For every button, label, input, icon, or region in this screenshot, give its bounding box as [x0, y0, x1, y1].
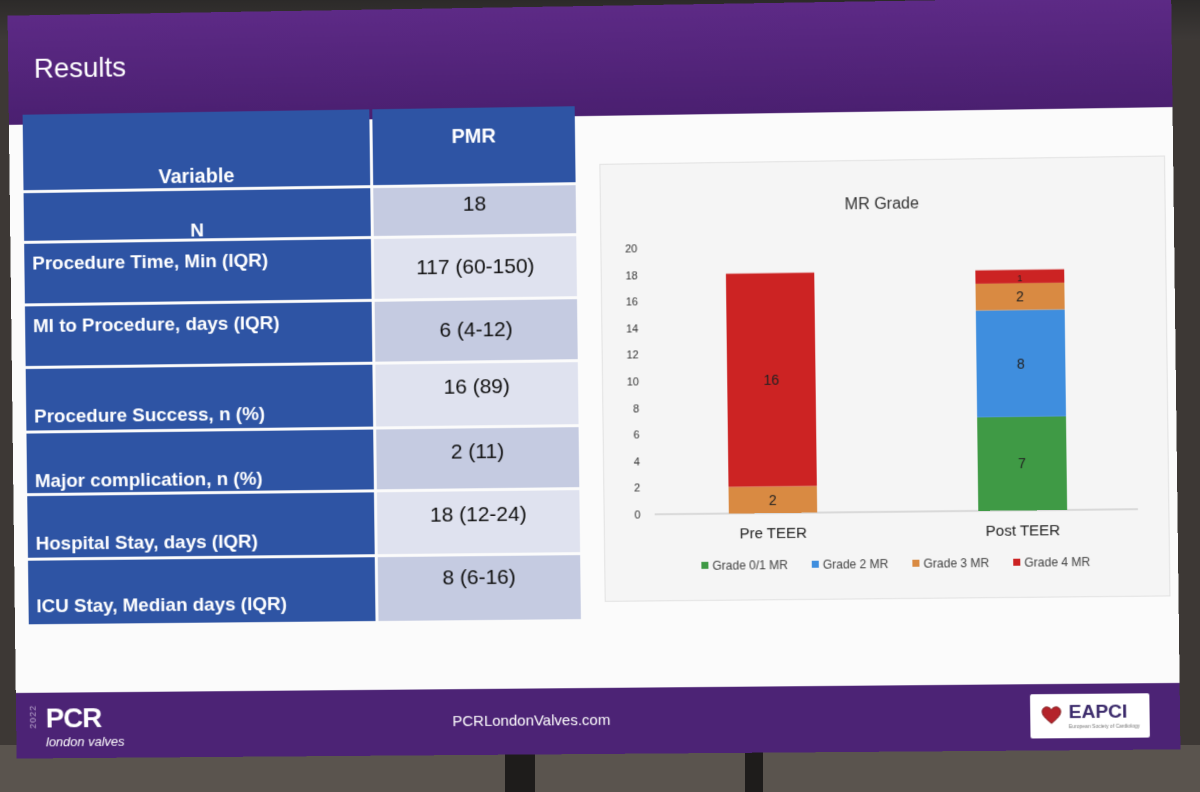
y-tick-label: 8: [633, 403, 639, 415]
pmr-value-cell: 6 (4-12): [375, 299, 578, 362]
pmr-header-cell: PMR: [372, 106, 575, 185]
variable-label: MI to Procedure, days (IQR): [33, 313, 280, 338]
variable-label: Hospital Stay, days (IQR): [36, 531, 258, 555]
legend-swatch: [1013, 559, 1020, 566]
variable-cell: MI to Procedure, days (IQR): [25, 302, 372, 366]
pmr-header-label: PMR: [372, 124, 575, 150]
pmr-value: 18: [373, 191, 576, 218]
variable-cell: Major complication, n (%): [26, 430, 373, 494]
table-row: Procedure Time, Min (IQR) 117 (60-150): [24, 236, 577, 303]
table-row: N 18: [24, 185, 577, 241]
variable-cell: Procedure Success, n (%): [26, 365, 373, 431]
y-tick-label: 10: [627, 376, 639, 388]
y-tick-label: 0: [634, 509, 640, 521]
eapci-logo: EAPCI European Society of Cardiology: [1030, 693, 1150, 738]
mr-grade-chart-svg: MR Grade 0 2 4 6 8 10 12 14 16 18 20 2 16 Pre TEER 7 8 2 1…: [600, 157, 1169, 601]
table-header-row: Variable PMR: [23, 106, 576, 190]
eapci-logo-subtext: European Society of Cardiology: [1069, 724, 1140, 731]
chart-title: MR Grade: [845, 195, 920, 213]
legend-swatch: [912, 560, 919, 567]
pmr-value: 18 (12-24): [377, 502, 580, 528]
table-row: Major complication, n (%) 2 (11): [26, 427, 579, 493]
legend-entry: Grade 2 MR: [823, 557, 889, 572]
y-tick-label: 6: [634, 430, 640, 442]
legend-swatch: [701, 562, 708, 569]
bar-data-label: 8: [1017, 355, 1025, 371]
table-row: MI to Procedure, days (IQR) 6 (4-12): [25, 299, 578, 366]
legend-entry: Grade 4 MR: [1024, 555, 1090, 570]
y-tick-label: 20: [625, 243, 637, 255]
variable-label: Procedure Time, Min (IQR): [32, 250, 268, 275]
pmr-value-cell: 2 (11): [376, 427, 579, 489]
x-category-label: Post TEER: [986, 522, 1061, 540]
x-category-label: Pre TEER: [739, 525, 807, 543]
legend-entry: Grade 0/1 MR: [712, 558, 788, 573]
heart-icon: [1040, 704, 1063, 726]
y-tick-label: 12: [626, 350, 638, 362]
footer-website: PCRLondonValves.com: [452, 712, 610, 730]
y-tick-label: 16: [626, 297, 638, 309]
variable-label: Procedure Success, n (%): [34, 404, 265, 429]
bar-data-label: 7: [1018, 455, 1026, 471]
variable-cell: N: [24, 188, 371, 241]
pcr-logo: PCR: [46, 702, 102, 734]
slide-footer: 2022 PCR london valves PCRLondonValves.c…: [16, 683, 1181, 759]
variable-cell: ICU Stay, Median days (IQR): [28, 557, 376, 624]
y-tick-label: 18: [625, 270, 637, 282]
pmr-value: 16 (89): [376, 374, 579, 400]
y-tick-label: 2: [634, 483, 640, 495]
pmr-value-cell: 8 (6-16): [378, 555, 581, 621]
pmr-value: 6 (4-12): [375, 317, 578, 344]
table-row: Procedure Success, n (%) 16 (89): [26, 362, 579, 430]
table-row: ICU Stay, Median days (IQR) 8 (6-16): [28, 555, 581, 624]
variable-label: Major complication, n (%): [35, 469, 263, 493]
eapci-logo-text: EAPCI: [1068, 701, 1127, 724]
bar-data-label: 16: [763, 372, 779, 388]
bar-data-label: 2: [1016, 288, 1024, 304]
variable-header-cell: Variable: [23, 109, 371, 190]
pmr-value: 8 (6-16): [378, 565, 581, 591]
pmr-value-cell: 18 (12-24): [377, 490, 580, 554]
pmr-value-cell: 18: [373, 185, 576, 236]
results-table: Variable PMR N 18 Procedure Time, Min (IQR) 1…: [23, 106, 581, 627]
pmr-value-cell: 117 (60-150): [374, 236, 577, 299]
slide-header: Results: [8, 0, 1173, 125]
pmr-value: 117 (60-150): [374, 254, 577, 281]
presentation-slide: Results Variable PMR N 18 Procedure Time, Mi…: [8, 0, 1181, 759]
pcr-logo-subtitle: london valves: [46, 734, 125, 750]
legend-entry: Grade 3 MR: [923, 556, 989, 571]
variable-cell: Procedure Time, Min (IQR): [24, 239, 371, 303]
pmr-value-cell: 16 (89): [375, 362, 578, 426]
legend-swatch: [812, 561, 819, 568]
bar-data-label: 1: [1017, 273, 1022, 283]
variable-label: ICU Stay, Median days (IQR): [36, 594, 287, 618]
slide-title: Results: [34, 51, 127, 84]
mr-grade-chart: MR Grade 0 2 4 6 8 10 12 14 16 18 20 2 16 Pre TEER 7 8 2 1…: [599, 156, 1170, 602]
footer-year: 2022: [28, 705, 38, 729]
variable-header-label: Variable: [23, 163, 370, 191]
variable-cell: Hospital Stay, days (IQR): [27, 492, 374, 557]
y-tick-label: 4: [634, 456, 640, 468]
y-tick-label: 14: [626, 323, 638, 335]
pmr-value: 2 (11): [376, 439, 579, 465]
table-row: Hospital Stay, days (IQR) 18 (12-24): [27, 490, 580, 558]
bar-data-label: 2: [769, 492, 777, 508]
